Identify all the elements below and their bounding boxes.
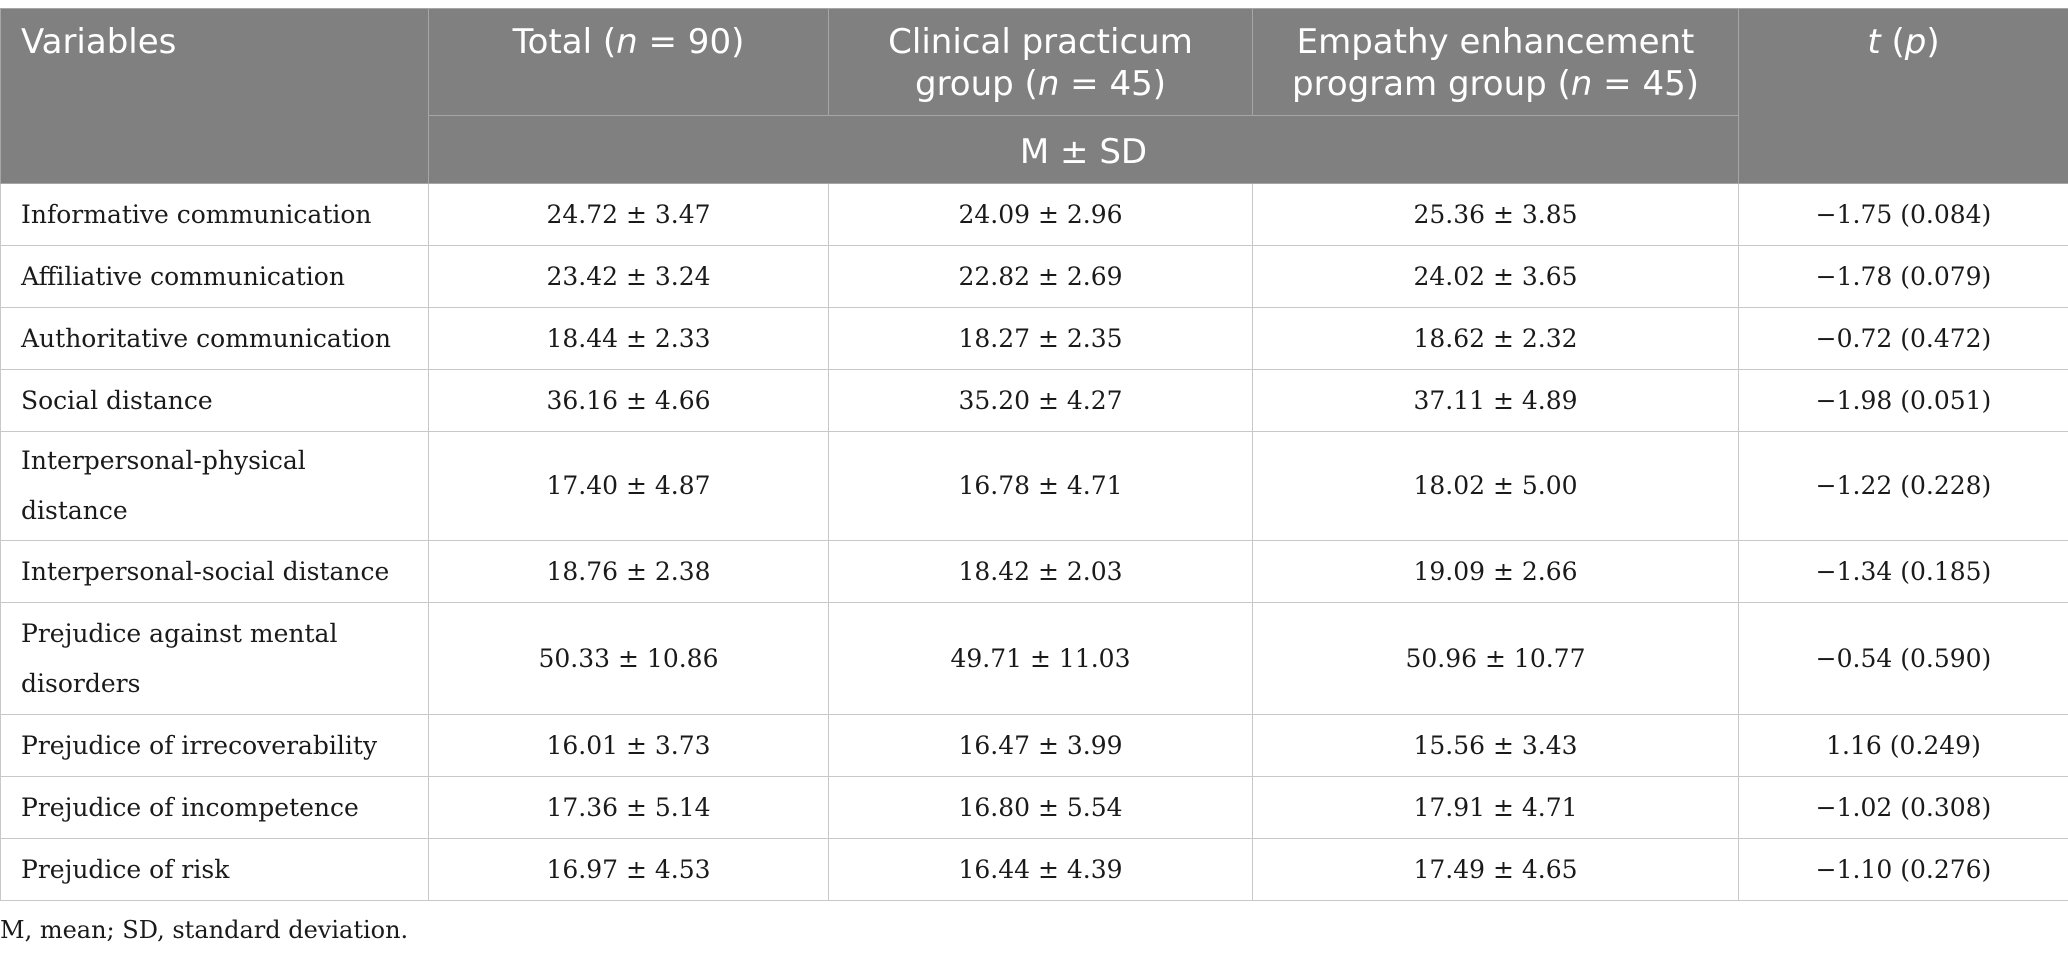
cell-variable: Informative communication	[0, 183, 429, 246]
cell-variable: Prejudice of risk	[0, 838, 429, 901]
table-body: Informative communication 24.72 ± 3.47 2…	[0, 183, 2068, 901]
cell-t-p: −1.78 (0.079)	[1738, 245, 2068, 308]
table-row: Affiliative communication 23.42 ± 3.24 2…	[0, 245, 2068, 308]
cell-total: 16.01 ± 3.73	[428, 714, 829, 777]
cell-empathy: 18.62 ± 2.32	[1252, 307, 1739, 370]
cell-clinical: 24.09 ± 2.96	[828, 183, 1253, 246]
cell-empathy: 17.91 ± 4.71	[1252, 776, 1739, 839]
cell-clinical: 22.82 ± 2.69	[828, 245, 1253, 308]
cell-t-p: −0.72 (0.472)	[1738, 307, 2068, 370]
header-empathy-group: Empathy enhancement program group (n = 45…	[1252, 8, 1739, 116]
cell-variable: Prejudice of incompetence	[0, 776, 429, 839]
cell-variable: Interpersonal-physical distance	[0, 431, 429, 541]
cell-empathy: 15.56 ± 3.43	[1252, 714, 1739, 777]
table-row: Interpersonal-physical distance 17.40 ± …	[0, 431, 2068, 541]
cell-t-p: −1.34 (0.185)	[1738, 540, 2068, 603]
cell-empathy: 24.02 ± 3.65	[1252, 245, 1739, 308]
cell-variable: Prejudice against mental disorders	[0, 602, 429, 715]
cell-clinical: 16.80 ± 5.54	[828, 776, 1253, 839]
cell-clinical: 16.78 ± 4.71	[828, 431, 1253, 541]
cell-clinical: 49.71 ± 11.03	[828, 602, 1253, 715]
cell-clinical: 16.47 ± 3.99	[828, 714, 1253, 777]
table-row: Prejudice of incompetence 17.36 ± 5.14 1…	[0, 776, 2068, 839]
table-row: Informative communication 24.72 ± 3.47 2…	[0, 183, 2068, 246]
table-header: Variables Total (n = 90) Clinical practi…	[0, 8, 2068, 184]
table-row: Prejudice of risk 16.97 ± 4.53 16.44 ± 4…	[0, 838, 2068, 901]
cell-total: 36.16 ± 4.66	[428, 369, 829, 432]
table-row: Interpersonal-social distance 18.76 ± 2.…	[0, 540, 2068, 603]
table-row: Prejudice of irrecoverability 16.01 ± 3.…	[0, 714, 2068, 777]
cell-empathy: 50.96 ± 10.77	[1252, 602, 1739, 715]
cell-clinical: 18.27 ± 2.35	[828, 307, 1253, 370]
table-row: Social distance 36.16 ± 4.66 35.20 ± 4.2…	[0, 369, 2068, 432]
cell-total: 18.76 ± 2.38	[428, 540, 829, 603]
cell-t-p: −0.54 (0.590)	[1738, 602, 2068, 715]
cell-variable: Affiliative communication	[0, 245, 429, 308]
cell-t-p: −1.02 (0.308)	[1738, 776, 2068, 839]
cell-total: 50.33 ± 10.86	[428, 602, 829, 715]
cell-clinical: 35.20 ± 4.27	[828, 369, 1253, 432]
cell-empathy: 17.49 ± 4.65	[1252, 838, 1739, 901]
header-clinical-group: Clinical practicum group (n = 45)	[828, 8, 1253, 116]
cell-empathy: 18.02 ± 5.00	[1252, 431, 1739, 541]
cell-t-p: −1.98 (0.051)	[1738, 369, 2068, 432]
cell-variable: Social distance	[0, 369, 429, 432]
cell-total: 16.97 ± 4.53	[428, 838, 829, 901]
cell-t-p: −1.10 (0.276)	[1738, 838, 2068, 901]
cell-empathy: 37.11 ± 4.89	[1252, 369, 1739, 432]
header-row: Variables Total (n = 90) Clinical practi…	[0, 8, 2068, 184]
cell-empathy: 25.36 ± 3.85	[1252, 183, 1739, 246]
cell-variable: Prejudice of irrecoverability	[0, 714, 429, 777]
cell-total: 17.36 ± 5.14	[428, 776, 829, 839]
header-variables: Variables	[0, 8, 429, 184]
header-msd: M ± SD	[428, 115, 1739, 184]
header-subrow: M ± SD	[1, 115, 2068, 184]
cell-variable: Authoritative communication	[0, 307, 429, 370]
cell-clinical: 16.44 ± 4.39	[828, 838, 1253, 901]
table-row: Authoritative communication 18.44 ± 2.33…	[0, 307, 2068, 370]
results-table: Variables Total (n = 90) Clinical practi…	[0, 8, 2068, 901]
table-row: Prejudice against mental disorders 50.33 …	[0, 602, 2068, 715]
table-footnote: M, mean; SD, standard deviation.	[0, 916, 409, 944]
header-total: Total (n = 90)	[428, 8, 829, 116]
cell-total: 17.40 ± 4.87	[428, 431, 829, 541]
cell-clinical: 18.42 ± 2.03	[828, 540, 1253, 603]
cell-t-p: 1.16 (0.249)	[1738, 714, 2068, 777]
cell-t-p: −1.22 (0.228)	[1738, 431, 2068, 541]
header-t-p: t (p)	[1738, 8, 2068, 184]
cell-empathy: 19.09 ± 2.66	[1252, 540, 1739, 603]
cell-total: 18.44 ± 2.33	[428, 307, 829, 370]
cell-t-p: −1.75 (0.084)	[1738, 183, 2068, 246]
cell-total: 24.72 ± 3.47	[428, 183, 829, 246]
cell-variable: Interpersonal-social distance	[0, 540, 429, 603]
cell-total: 23.42 ± 3.24	[428, 245, 829, 308]
